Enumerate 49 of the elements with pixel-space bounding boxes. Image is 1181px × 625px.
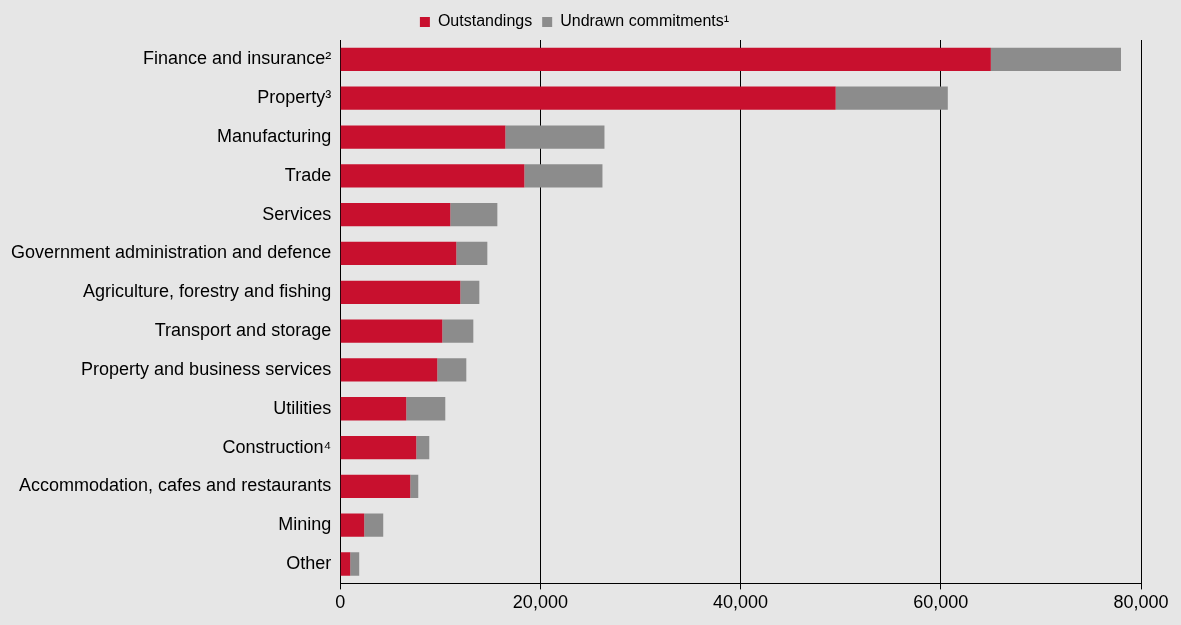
bar <box>416 435 430 460</box>
y-tick-label: Construction⁴ <box>222 436 332 457</box>
x-tick-label: 0 <box>335 592 346 613</box>
y-tick-label: Other <box>286 552 332 573</box>
y-tick-label: Finance and insurance² <box>143 48 332 69</box>
bar <box>410 474 419 499</box>
bar <box>364 513 384 537</box>
bar <box>340 203 451 227</box>
bar <box>442 319 474 343</box>
y-tick-label: Services <box>262 203 332 224</box>
y-tick-label: Trade <box>284 164 332 185</box>
bar <box>340 280 461 304</box>
bar <box>437 358 467 382</box>
y-tick-label: Transport and storage <box>154 320 332 341</box>
bar <box>350 552 360 576</box>
bar <box>505 125 605 149</box>
bar <box>340 513 365 537</box>
y-tick-label: Mining <box>278 514 332 535</box>
bar <box>450 203 498 227</box>
bar <box>524 164 603 188</box>
x-tick-label: 60,000 <box>913 592 969 613</box>
legend-label: Outstandings <box>437 12 533 30</box>
bar <box>340 125 506 149</box>
y-tick-label: Property³ <box>257 87 332 108</box>
bar <box>340 435 417 460</box>
bar <box>340 319 443 343</box>
bar <box>340 474 411 499</box>
x-tick-label: 20,000 <box>512 592 568 613</box>
legend-label: Undrawn commitments¹ <box>560 12 730 30</box>
bar <box>340 397 407 421</box>
bar <box>460 280 480 304</box>
y-tick-label: Manufacturing <box>217 126 332 146</box>
y-tick-label: Utilities <box>273 397 332 418</box>
bar <box>340 164 525 188</box>
x-tick-label: 40,000 <box>713 592 769 613</box>
y-tick-label: Government administration and defence <box>11 242 332 263</box>
bar <box>340 358 438 382</box>
x-tick-label: 80,000 <box>1113 592 1169 613</box>
bar <box>340 86 836 110</box>
y-tick-label: Property and business services <box>81 358 332 379</box>
bar <box>835 86 948 110</box>
bar <box>990 47 1121 72</box>
bar <box>340 552 351 576</box>
bar <box>340 47 991 72</box>
bar <box>456 241 488 266</box>
bar <box>406 397 446 421</box>
y-tick-label: Accommodation, cafes and restaurants <box>19 475 332 496</box>
bar <box>340 241 457 266</box>
y-tick-label: Agriculture, forestry and fishing <box>83 281 332 302</box>
